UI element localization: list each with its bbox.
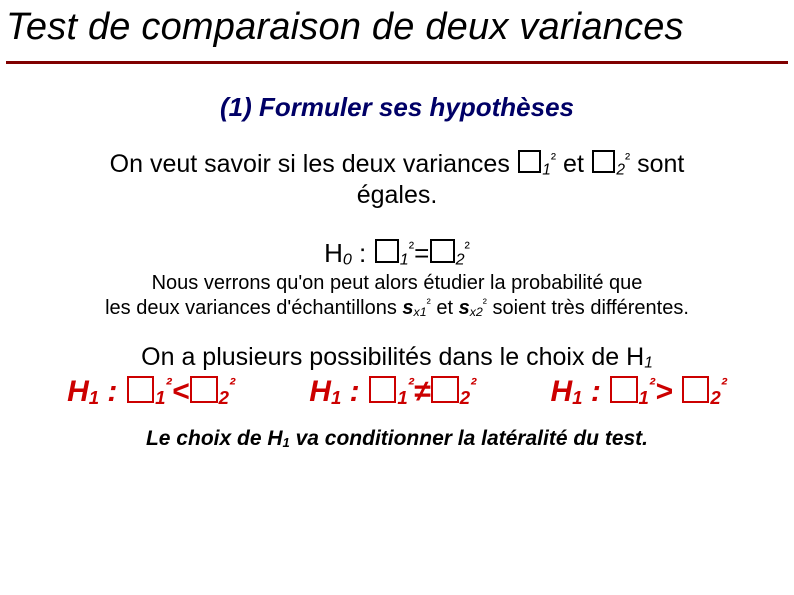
body2-sub: 1 — [644, 354, 653, 371]
subtitle-text: (1) Formuler ses hypothèses — [220, 92, 574, 122]
h1-h: H — [550, 375, 572, 408]
sigma-icon — [592, 150, 616, 174]
sigma-icon — [431, 376, 458, 403]
h0-eq: = — [414, 238, 429, 268]
sigma-icon — [127, 376, 154, 403]
h1-lt: H1 : 1²<2² — [67, 374, 235, 409]
sigma-icon — [375, 239, 399, 263]
intro-c: sont — [630, 150, 684, 178]
footnote: Le choix de H1 va conditionner la latéra… — [0, 427, 794, 451]
h1-sep: : — [99, 375, 126, 408]
h1-s2: 2 — [710, 387, 720, 408]
lt: < — [172, 375, 190, 408]
h0-s2: 2 — [456, 250, 465, 268]
h1-h: H — [67, 375, 89, 408]
footnote-a: Le choix de H — [146, 427, 283, 450]
h1-sub: 1 — [331, 387, 341, 408]
h1-s1: 1 — [639, 387, 649, 408]
h1-sub: 1 — [572, 387, 582, 408]
intro-a: On veut savoir si les deux variances — [110, 150, 517, 178]
footnote-sub: 1 — [283, 435, 290, 450]
h1-ne: H1 : 1²≠2² — [309, 374, 476, 409]
h1-row: H1 : 1²<2² H1 : 1²≠2² H1 : 1²> 2² — [0, 374, 794, 409]
h1-s2p: ² — [470, 374, 476, 395]
h1-s2: 2 — [460, 387, 470, 408]
h1-s1: 1 — [397, 387, 407, 408]
h1-h: H — [309, 375, 331, 408]
h0-hypothesis: H0 : 1²=2² — [0, 238, 794, 269]
sx2-sub: x2 — [470, 305, 483, 319]
h1-sub: 1 — [89, 387, 99, 408]
h1-gt: H1 : 1²> 2² — [550, 374, 726, 409]
h1-s1: 1 — [155, 387, 165, 408]
note-l2b: soient très différentes. — [487, 297, 689, 319]
sigma-icon — [190, 376, 217, 403]
sigma-icon — [369, 376, 396, 403]
slide: Test de comparaison de deux variances (1… — [0, 0, 794, 595]
page-title: Test de comparaison de deux variances — [0, 0, 794, 53]
h1-s2: 2 — [219, 387, 229, 408]
sigma-icon — [518, 150, 542, 174]
h1-s2p: ² — [229, 374, 235, 395]
rule — [6, 61, 788, 64]
sigma-icon — [610, 376, 637, 403]
intro-paragraph: On veut savoir si les deux variances 1² … — [0, 149, 794, 212]
choices-intro: On a plusieurs possibilités dans le choi… — [0, 343, 794, 372]
note-l1: Nous verrons qu'on peut alors étudier la… — [152, 272, 643, 294]
sigma1-sub: 1 — [542, 161, 551, 178]
intro-b: et — [556, 150, 591, 178]
sigma-icon — [430, 239, 454, 263]
h1-sep: : — [341, 375, 368, 408]
h0-s2p: ² — [465, 239, 470, 257]
note-l2a: les deux variances d'échantillons — [105, 297, 402, 319]
sx1-sub: x1 — [414, 305, 427, 319]
h0-h: H — [324, 238, 343, 268]
sx2-s: s — [459, 297, 470, 319]
gt: > — [655, 375, 673, 408]
h0-sub: 0 — [343, 250, 352, 268]
section-subtitle: (1) Formuler ses hypothèses — [0, 92, 794, 123]
intro-d: égales. — [357, 181, 438, 209]
sigma-icon — [682, 376, 709, 403]
body2-a: On a plusieurs possibilités dans le choi… — [141, 343, 644, 371]
sigma2-sub: 2 — [616, 161, 625, 178]
h0-sep: : — [352, 238, 374, 268]
ne: ≠ — [414, 375, 430, 408]
h1-sep: : — [582, 375, 609, 408]
footnote-b: va conditionner la latéralité du test. — [290, 427, 648, 450]
note-paragraph: Nous verrons qu'on peut alors étudier la… — [0, 271, 794, 321]
h1-s2p: ² — [721, 374, 727, 395]
note-and: et — [431, 297, 459, 319]
h0-s1: 1 — [400, 250, 409, 268]
sx1-s: s — [402, 297, 413, 319]
